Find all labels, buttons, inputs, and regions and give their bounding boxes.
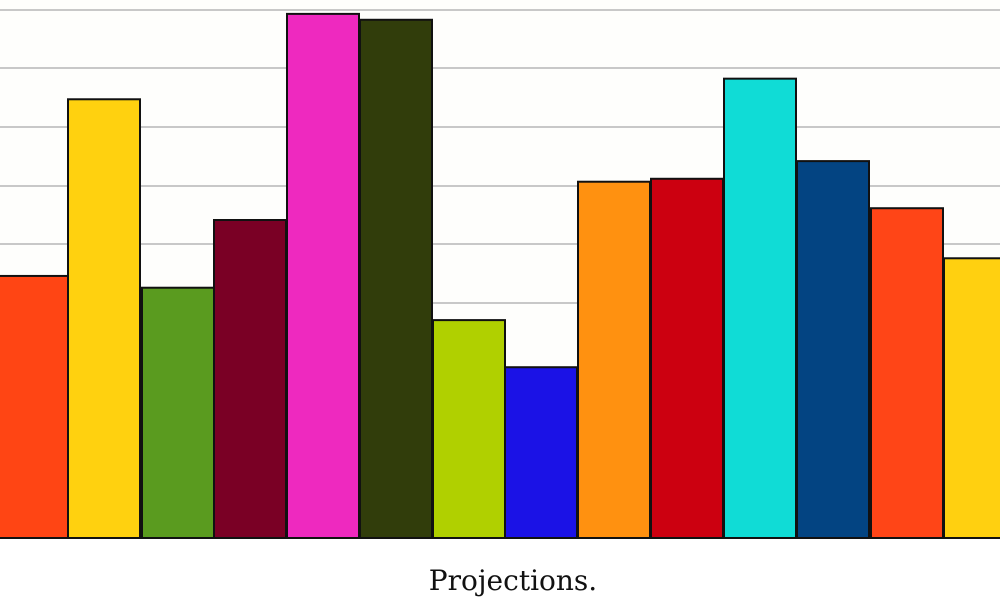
- bar: [943, 257, 1000, 539]
- bar: [286, 12, 360, 539]
- bar: [141, 286, 215, 539]
- bar: [577, 180, 651, 539]
- bar: [870, 207, 944, 539]
- bar: [504, 366, 578, 539]
- bar: [67, 98, 141, 540]
- bar: [359, 18, 433, 540]
- bar: [432, 319, 506, 539]
- bar: [796, 160, 870, 539]
- bar: [723, 77, 797, 540]
- bar: [650, 177, 724, 539]
- chart-caption: Projections.: [429, 564, 597, 597]
- bar: [0, 274, 69, 539]
- bar: [213, 219, 287, 539]
- bar-series: [0, 12, 1000, 540]
